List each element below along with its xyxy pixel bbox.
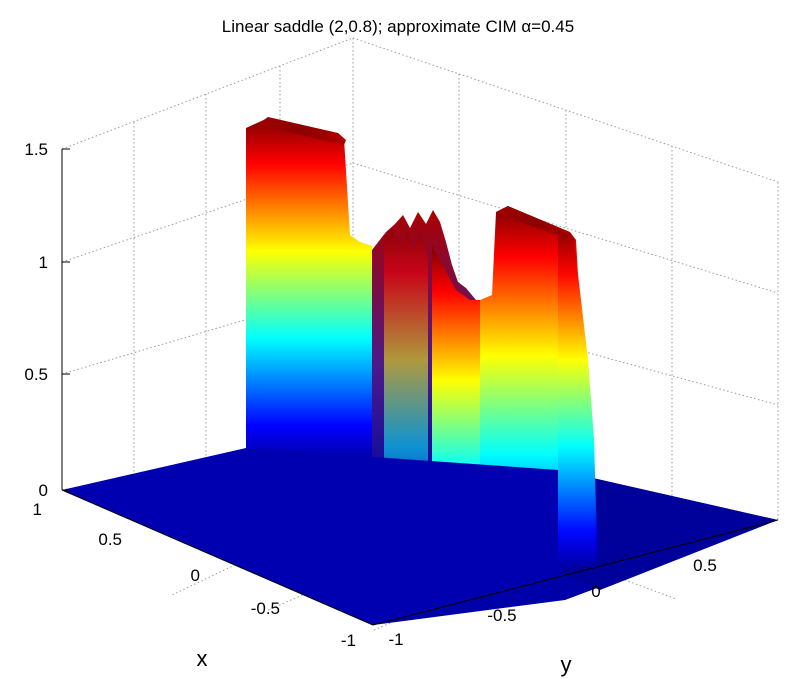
x-tick-label: 0.5 xyxy=(98,530,122,549)
y-tick-label: 0 xyxy=(591,582,600,601)
y-tick-label: -1 xyxy=(388,630,403,649)
surface xyxy=(62,117,778,625)
y-tick-label: 0.5 xyxy=(693,556,717,575)
x-tick-labels: 1 0.5 0 -0.5 -1 xyxy=(33,500,356,650)
chart-title: Linear saddle (2,0.8); approximate CIM α… xyxy=(222,17,574,36)
y-axis-label: y xyxy=(561,652,572,677)
surface-right-top xyxy=(496,206,576,240)
x-tick-label: -1 xyxy=(341,631,356,650)
x-tick-label: 1 xyxy=(33,500,42,519)
x-axis-label: x xyxy=(197,646,208,671)
surface-right-edge xyxy=(558,230,598,572)
y-axis-line xyxy=(372,519,779,626)
y-tick-labels: -1 -0.5 0 0.5 xyxy=(388,556,716,649)
x-axis-line xyxy=(61,489,374,626)
z-tick-label: 0 xyxy=(39,481,48,500)
z-tick-labels: 1.5 1 0.5 0 xyxy=(24,140,48,500)
surface-floor-right xyxy=(558,470,778,590)
z-tick-label: 0.5 xyxy=(24,365,48,384)
y-tick-label: -0.5 xyxy=(487,606,516,625)
z-tick-label: 1 xyxy=(39,253,48,272)
surface-left-top xyxy=(258,117,346,145)
x-tick-label: -0.5 xyxy=(251,599,280,618)
surface-front-floor xyxy=(62,448,558,625)
z-tick-label: 1.5 xyxy=(24,140,48,159)
axes xyxy=(61,148,779,626)
surface-left-plateau xyxy=(246,118,372,468)
x-tick-label: 0 xyxy=(191,566,200,585)
